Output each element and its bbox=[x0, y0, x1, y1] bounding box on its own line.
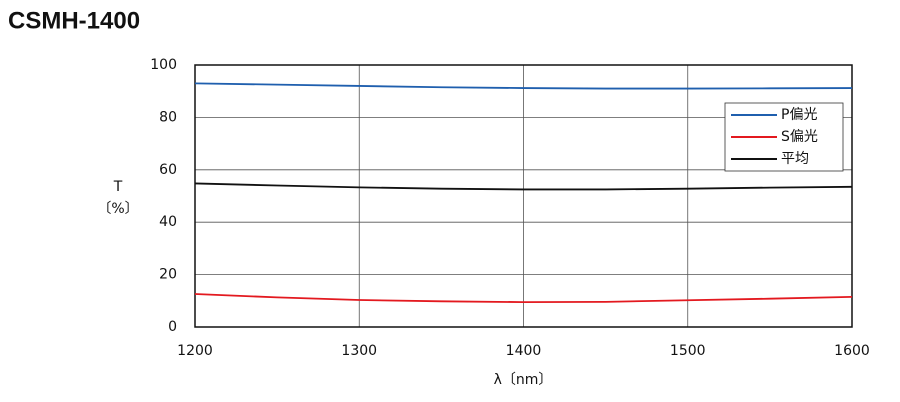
y-tick-label: 60 bbox=[159, 162, 177, 178]
y-tick-label: 40 bbox=[159, 214, 177, 230]
x-tick-label: 1300 bbox=[341, 343, 377, 359]
data-line bbox=[194, 82, 853, 90]
y-axis-label: T bbox=[113, 179, 123, 195]
x-tick-label: 1400 bbox=[506, 343, 542, 359]
legend-label: 平均 bbox=[781, 151, 809, 167]
y-tick-label: 20 bbox=[159, 267, 177, 283]
y-axis-label: 〔%〕 bbox=[97, 201, 138, 217]
data-line bbox=[194, 182, 853, 191]
x-tick-label: 1600 bbox=[834, 343, 870, 359]
x-tick-label: 1500 bbox=[670, 343, 706, 359]
plot-frame bbox=[194, 64, 853, 328]
chart-title: CSMH-1400 bbox=[8, 7, 140, 34]
x-axis-label: λ〔nm〕 bbox=[494, 372, 553, 388]
y-tick-label: 80 bbox=[159, 109, 177, 125]
y-tick-label: 100 bbox=[150, 57, 177, 73]
y-tick-label: 0 bbox=[168, 319, 177, 335]
data-line bbox=[194, 293, 853, 304]
legend-label: S偏光 bbox=[781, 129, 818, 145]
legend-label: P偏光 bbox=[781, 107, 817, 123]
x-tick-label: 1200 bbox=[177, 343, 213, 359]
